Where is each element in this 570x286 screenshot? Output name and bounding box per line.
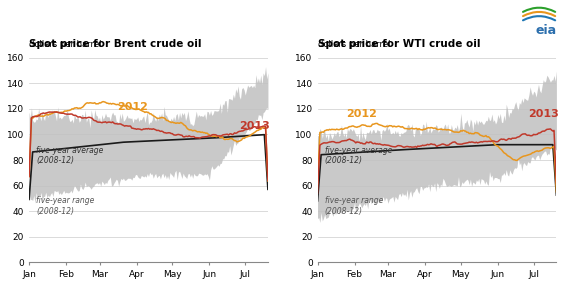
Text: Spot price for WTI crude oil: Spot price for WTI crude oil: [317, 39, 480, 49]
Text: Spot price for Brent crude oil: Spot price for Brent crude oil: [29, 39, 202, 49]
Text: five-year range
(2008-12): five-year range (2008-12): [325, 196, 383, 216]
Text: dollars per barrel: dollars per barrel: [317, 40, 390, 49]
Text: 2013: 2013: [528, 109, 559, 119]
Text: five-year range
(2008-12): five-year range (2008-12): [36, 196, 95, 216]
Text: 2012: 2012: [346, 109, 377, 119]
Text: eia: eia: [535, 24, 556, 37]
Text: five-year average
(2008-12): five-year average (2008-12): [325, 146, 392, 165]
Text: 2013: 2013: [239, 121, 270, 131]
Text: 2012: 2012: [117, 102, 148, 112]
Text: five-year average
(2008-12): five-year average (2008-12): [36, 146, 104, 165]
Text: dollars per barrel: dollars per barrel: [29, 40, 101, 49]
